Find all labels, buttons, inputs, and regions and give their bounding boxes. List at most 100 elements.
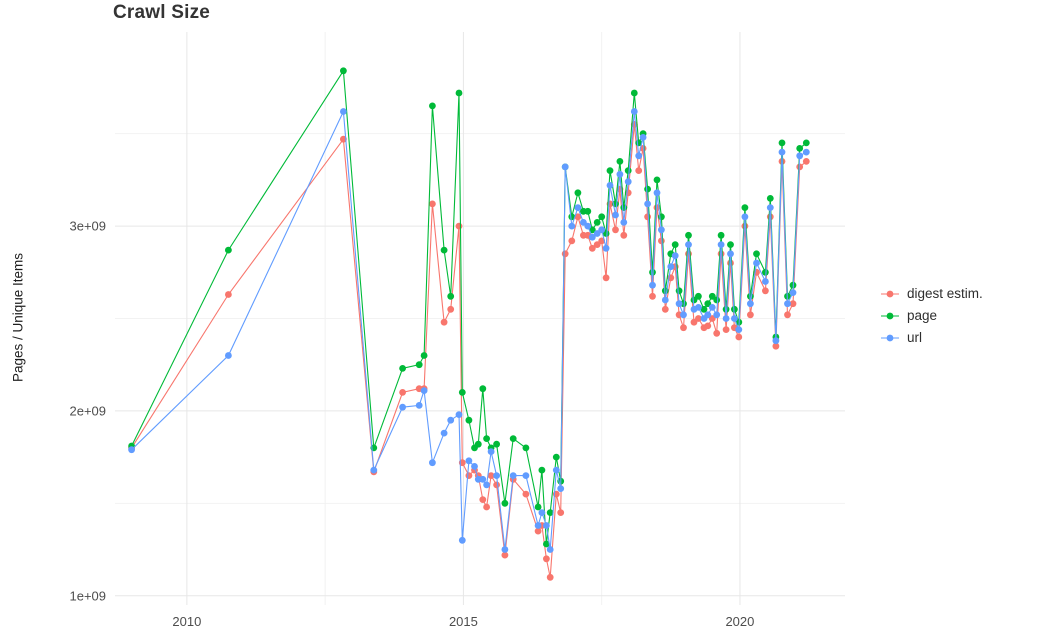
data-point-url [685,241,692,249]
data-point-url [784,300,791,308]
data-point-url [747,300,754,308]
y-tick-label: 3e+09 [69,219,106,234]
data-point-page [429,102,436,110]
data-point-page [762,268,769,276]
data-point-url [440,429,448,437]
data-point-url [802,148,810,156]
x-tick-label: 2020 [725,614,754,629]
data-point-digest-estim [661,305,669,313]
data-point-url [487,448,495,455]
data-point-page [722,305,730,313]
data-point-page [731,305,738,313]
data-point-digest-estim [429,200,436,208]
data-point-page [501,499,509,507]
data-point-url [753,259,760,267]
data-point-url [479,475,487,483]
data-point-url [735,326,743,333]
legend-label: digest estim. [907,286,983,301]
y-tick-label: 2e+09 [69,403,106,418]
data-point-url [772,337,780,345]
data-point-digest-estim [501,551,509,559]
data-point-page [483,435,490,442]
x-tick-label: 2010 [172,614,201,629]
data-point-url [635,152,643,160]
data-point-digest-estim [455,222,463,230]
data-point-page [616,158,624,165]
data-point-page [675,287,683,295]
data-point-digest-estim [568,237,576,245]
data-point-url [713,311,721,319]
data-point-url [704,311,712,319]
data-point-page [778,139,786,147]
x-tick-label: 2015 [449,614,478,629]
data-point-url [722,315,730,322]
data-point-page [727,241,734,249]
data-point-url [557,485,565,492]
data-point-url [644,200,651,208]
data-point-digest-estim [649,292,656,300]
data-point-digest-estim [695,315,702,322]
data-point-url [606,182,614,189]
data-point-digest-estim [704,322,712,330]
series-line-digest-estim [131,124,807,578]
data-point-page [766,195,774,202]
data-point-url [695,304,702,311]
data-point-digest-estim [483,503,490,511]
data-point-url [455,411,463,418]
data-point-digest-estim [612,226,619,234]
data-point-page [465,416,473,424]
data-point-url [429,459,436,467]
data-point-digest-estim [561,250,569,258]
data-point-digest-estim [772,342,780,350]
data-point-url [493,472,500,479]
data-point-page [653,176,661,184]
data-point-url [538,509,546,516]
data-point-url [653,189,661,197]
data-point-url [561,163,569,171]
data-point-page [538,466,546,474]
data-point-url [649,281,656,289]
data-point-url [762,278,769,285]
data-point-page [458,389,466,396]
data-point-page [700,305,708,313]
data-point-page [606,167,614,175]
data-point-url [639,134,647,141]
data-point-digest-estim [225,291,232,298]
data-point-page [420,352,428,359]
data-point-page [225,246,232,254]
data-point-digest-estim [588,244,596,252]
y-tick-label: 1e+09 [69,588,106,603]
data-point-url [543,522,550,529]
data-point-url [658,226,665,234]
data-point-url [509,472,517,479]
data-point-page [340,67,347,75]
data-point-page [704,300,712,308]
data-point-url [225,352,232,359]
data-point-page [671,241,679,249]
data-point-page [584,207,592,215]
data-point-page [447,292,455,300]
data-point-url [661,296,669,304]
data-point-digest-estim [479,496,487,503]
data-point-digest-estim [543,555,550,563]
data-point-digest-estim [635,167,643,175]
data-point-digest-estim [747,311,754,319]
data-point-page [644,185,651,193]
legend: digest estim. page url [880,286,983,345]
data-point-digest-estim [735,333,743,341]
data-point-digest-estim [789,300,797,308]
data-point-page [588,226,596,234]
data-point-url [680,311,687,319]
data-point-digest-estim [644,213,651,221]
data-point-page [802,139,810,147]
data-point-page [574,189,582,197]
data-point-digest-estim [602,274,610,282]
data-point-digest-estim [487,472,495,479]
data-point-digest-estim [399,389,406,396]
data-point-page [630,89,638,97]
data-point-digest-estim [465,472,473,479]
data-point-page [624,167,632,175]
data-point-url [708,304,716,311]
